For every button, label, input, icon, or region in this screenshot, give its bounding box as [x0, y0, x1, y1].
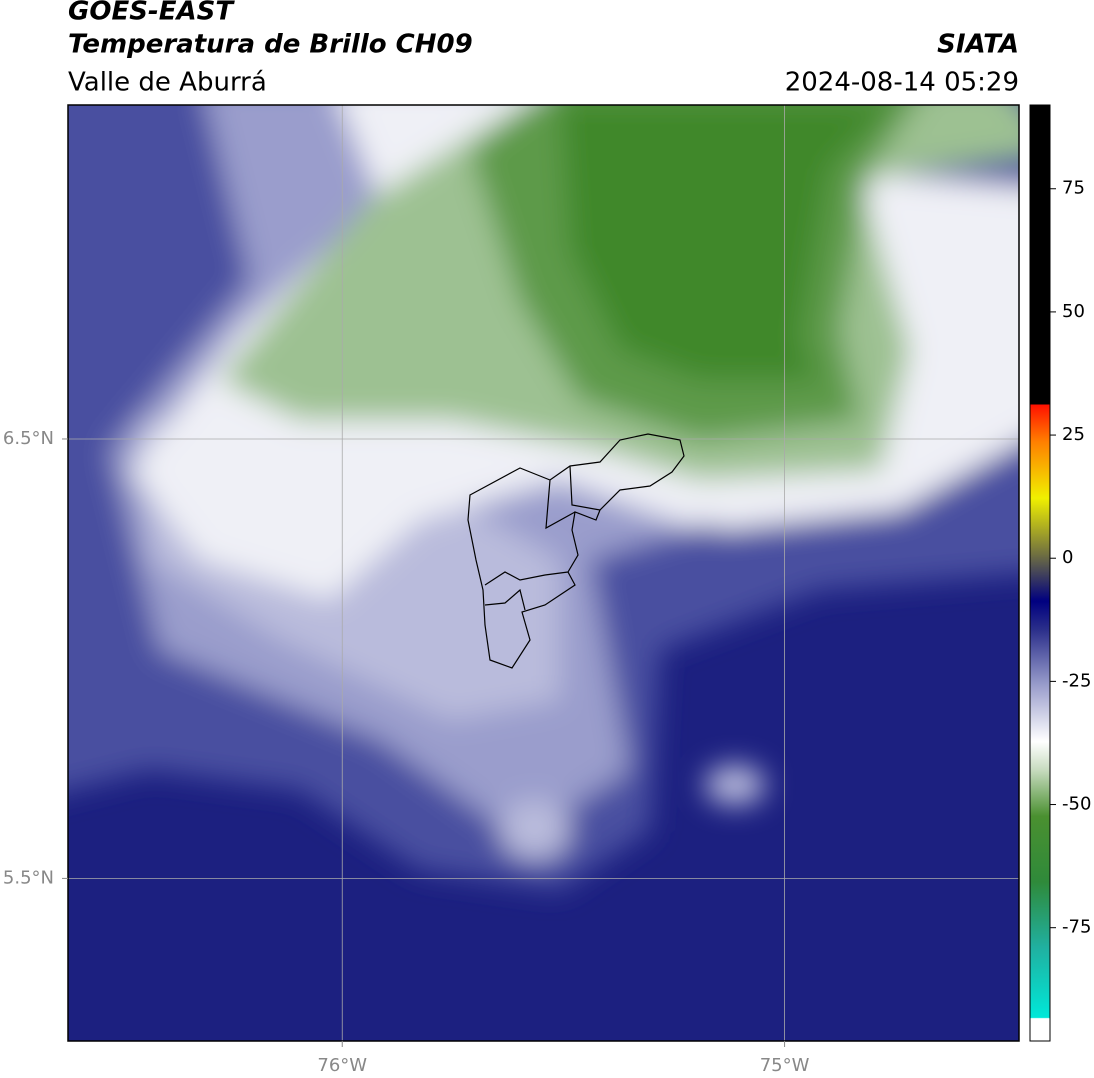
brightness-field [68, 105, 1019, 890]
colorbar-label: -50 [1062, 794, 1091, 815]
colorbar-frame [1029, 104, 1051, 1042]
map-image [68, 105, 1019, 1041]
colorbar-label: 0 [1062, 547, 1073, 568]
region-label: Valle de Aburrá [68, 68, 267, 98]
lat-label: 6.5°N [3, 428, 54, 449]
colorbar-scale [1030, 105, 1050, 1041]
colorbar-label: -75 [1062, 917, 1091, 938]
map-frame [67, 104, 1020, 1042]
colorbar-label: 75 [1062, 178, 1085, 199]
lon-label: 76°W [317, 1055, 367, 1076]
lat-label: 5.5°N [3, 867, 54, 888]
product-title: Temperatura de Brillo CH09 [68, 30, 473, 60]
colorbar-label: -25 [1062, 670, 1091, 691]
colorbar-label: 50 [1062, 301, 1085, 322]
graticule [68, 105, 1019, 1041]
field-region [705, 765, 765, 805]
colorbar-label: 25 [1062, 424, 1085, 445]
field-region [560, 105, 895, 380]
field-region [500, 800, 570, 860]
datetime-label: 2024-08-14 05:29 [785, 68, 1019, 98]
satellite-title: GOES-EAST [68, 0, 235, 27]
lon-label: 75°W [760, 1055, 810, 1076]
agency-label: SIATA [937, 30, 1019, 60]
municipality-boundaries [467, 433, 685, 669]
